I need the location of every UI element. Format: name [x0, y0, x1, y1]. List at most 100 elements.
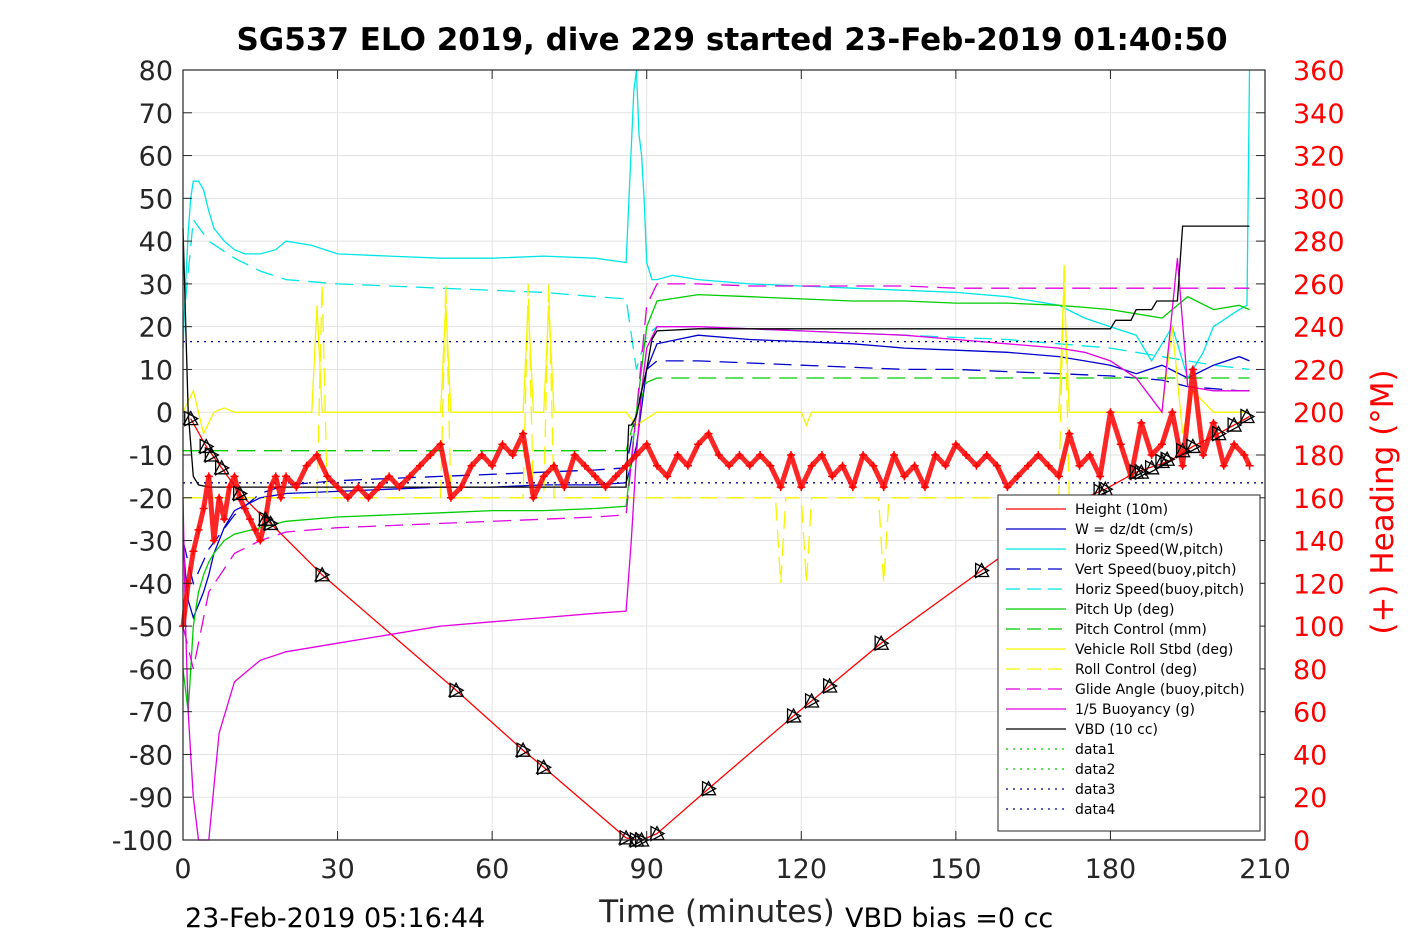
dive-marker-right — [1129, 464, 1145, 481]
series-line — [182, 360, 1250, 586]
dive-marker-right — [786, 707, 802, 725]
heading-marker — [539, 472, 548, 481]
series-line — [182, 283, 1250, 670]
heading-marker — [797, 483, 806, 492]
heading-marker — [653, 461, 662, 470]
heading-marker — [920, 483, 929, 492]
heading-marker — [560, 483, 569, 492]
dive-marker-up — [314, 566, 331, 582]
heading-marker — [215, 493, 224, 502]
heading-marker — [457, 483, 466, 492]
legend-label: data3 — [1075, 782, 1115, 798]
dive-marker-up — [821, 677, 838, 693]
heading-marker — [1147, 451, 1156, 459]
heading-marker — [477, 451, 486, 459]
dive-marker-right — [233, 485, 249, 502]
heading-marker — [1168, 408, 1177, 417]
heading-marker — [343, 493, 352, 502]
heading-marker — [354, 483, 363, 492]
dive-marker-right — [701, 780, 717, 797]
y-right-tick-label: 300 — [1293, 184, 1345, 215]
heading-marker — [1075, 461, 1084, 470]
y-left-tick-label: 20 — [139, 313, 173, 344]
y-left-tick-label: 50 — [139, 184, 173, 215]
heading-marker — [1034, 451, 1043, 459]
legend-box — [997, 494, 1261, 832]
dive-marker-up — [1226, 416, 1243, 432]
heading-marker — [416, 461, 425, 470]
heading-marker — [982, 451, 991, 459]
series-line — [183, 377, 1250, 452]
dive-marker-up — [1133, 463, 1150, 479]
heading-marker — [467, 461, 476, 470]
legend-label: Horiz Speed(buoy,pitch) — [1075, 582, 1244, 598]
y-right-tick-label: 120 — [1293, 569, 1345, 600]
y-right-tick-label: 240 — [1293, 313, 1345, 344]
y-right-tick-label: 320 — [1293, 142, 1345, 173]
heading-marker — [776, 483, 785, 492]
dive-marker-right — [1160, 451, 1176, 468]
heading-marker — [859, 451, 868, 459]
legend-label: data4 — [1075, 802, 1116, 818]
y-left-tick-label: 40 — [139, 227, 173, 258]
heading-marker — [220, 515, 229, 524]
heading-marker — [1044, 461, 1053, 470]
heading-marker — [570, 451, 579, 459]
dive-marker-up — [973, 562, 990, 578]
heading-marker — [910, 461, 919, 470]
legend-label: Pitch Up (deg) — [1075, 602, 1174, 618]
heading-marker — [436, 440, 445, 449]
dive-marker-up — [262, 515, 279, 531]
heading-marker — [941, 461, 950, 470]
y-right-tick-label: 200 — [1293, 398, 1345, 429]
heading-marker — [488, 461, 497, 470]
heading-marker — [993, 461, 1002, 470]
dive-marker-right — [516, 742, 532, 759]
heading-marker — [1199, 451, 1208, 459]
heading-marker — [364, 493, 373, 502]
y-right-tick-label: 100 — [1293, 612, 1345, 643]
heading-marker — [1219, 461, 1228, 470]
y-left-tick-label: -20 — [129, 484, 173, 515]
x-tick-label: 30 — [320, 854, 354, 885]
heading-marker — [601, 483, 610, 492]
footer-timestamp: 23-Feb-2019 05:16:44 — [185, 903, 485, 934]
heading-marker — [302, 461, 311, 470]
heading-marker — [807, 461, 816, 470]
heading-marker — [972, 461, 981, 470]
y-left-tick-label: 0 — [156, 398, 173, 429]
legend: Height (10m) W = dz/dt (cm/s) Horiz Speed(… — [997, 494, 1261, 832]
heading-marker — [838, 461, 847, 470]
dive-marker-right — [199, 438, 215, 455]
series-line — [182, 283, 1250, 436]
heading-marker — [1157, 440, 1166, 449]
heading-marker — [735, 451, 744, 459]
x-tick-label: 120 — [776, 854, 828, 885]
dive-marker-right — [1145, 459, 1161, 476]
dive-marker-right — [874, 635, 890, 652]
dive-marker-right — [184, 410, 200, 427]
dive-marker-right — [1227, 416, 1243, 434]
heading-marker — [714, 451, 723, 459]
heading-marker — [869, 461, 878, 470]
heading-marker — [1106, 408, 1115, 417]
heading-marker — [240, 504, 249, 513]
legend-label: Roll Control (deg) — [1075, 662, 1197, 678]
axis-ticks: 0 30 60 90 120 150 180 21080706050403020100-10-… — [112, 56, 1345, 885]
dive-marker-up — [700, 780, 717, 796]
series-line — [182, 258, 1250, 841]
heading-marker — [209, 536, 218, 545]
heading-marker — [931, 451, 940, 459]
heading-markers — [179, 365, 1254, 631]
heading-marker — [1003, 483, 1012, 492]
heading-marker — [1054, 472, 1063, 481]
x-tick-label: 150 — [930, 854, 982, 885]
dive-marker-up — [873, 634, 890, 650]
dive-marker-right — [258, 511, 274, 528]
heading-marker — [245, 515, 254, 524]
heading-marker — [611, 472, 620, 481]
heading-marker — [199, 504, 208, 513]
heading-marker — [745, 461, 754, 470]
dive-marker-right — [263, 515, 279, 532]
